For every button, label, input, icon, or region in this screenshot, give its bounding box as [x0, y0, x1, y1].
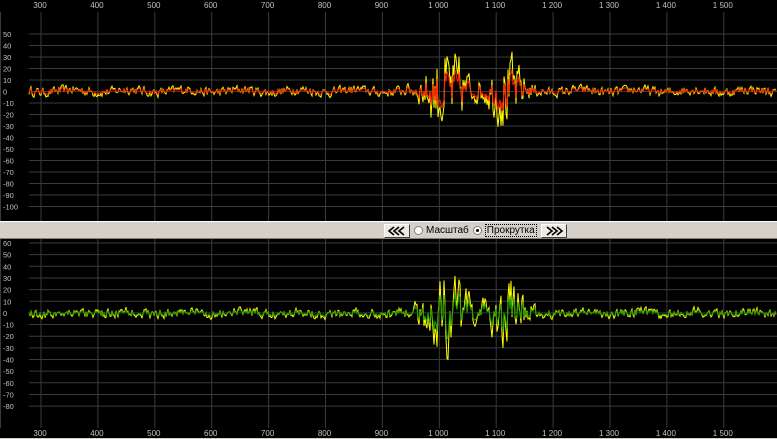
- y-tick-label: -60: [3, 157, 14, 166]
- y-tick-label: 40: [3, 42, 11, 51]
- x-tick-label: 1 200: [542, 1, 563, 10]
- y-tick-label: 60: [3, 239, 11, 248]
- x-tick-label: 1 000: [428, 429, 449, 438]
- x-tick-label: 900: [374, 429, 389, 438]
- y-tick-label: -90: [3, 191, 14, 200]
- x-tick-label: 300: [33, 1, 47, 10]
- bottom-signal-chart: 60 50 40 30 20 10 0 -10 -20 -30 -40 -50 -60 -70 -80: [3, 239, 777, 428]
- top-signal-plot[interactable]: 50 40 30 20 10 0 -10 -20 -30 -40 -50 -60 -70 -80 -90 -1…: [0, 12, 777, 221]
- y-tick-label: 10: [3, 76, 11, 85]
- y-tick-label: -100: [3, 203, 18, 212]
- x-tick-label: 800: [317, 1, 332, 10]
- x-tick-label: 600: [204, 1, 218, 10]
- x-tick-label: 900: [374, 1, 389, 10]
- y-tick-label: -30: [3, 344, 14, 353]
- y-tick-label: 30: [3, 53, 11, 62]
- scroll-mode-label[interactable]: Прокрутка: [484, 224, 537, 237]
- x-tick-label: 1 300: [598, 1, 620, 10]
- grid-lines: 50 40 30 20 10 0 -10 -20 -30 -40 -50 -60 -70 -80 -90 -1…: [3, 12, 777, 221]
- bottom-signal-plot[interactable]: 60 50 40 30 20 10 0 -10 -20 -30 -40 -50 -60 -70 -80: [0, 239, 777, 428]
- scroll-mode-radio[interactable]: [472, 226, 482, 235]
- y-tick-label: -20: [3, 332, 14, 341]
- x-tick-label: 1 500: [712, 1, 733, 10]
- y-tick-label: 20: [3, 286, 11, 295]
- x-tick-label: 500: [147, 1, 161, 10]
- y-tick-label: 50: [3, 30, 11, 39]
- y-tick-label: -40: [3, 356, 14, 365]
- x-tick-label: 1 500: [712, 429, 733, 438]
- double-chevron-left-icon: [387, 225, 405, 236]
- bottom-x-axis: 300 400 500 600 700 800 900 1 000 1 100 1 200 1 30…: [0, 428, 777, 438]
- y-tick-label: -80: [3, 402, 14, 411]
- x-tick-label: 1 400: [655, 1, 676, 10]
- y-tick-label: 20: [3, 65, 11, 74]
- y-tick-label: -80: [3, 180, 14, 189]
- y-tick-label: 10: [3, 297, 11, 306]
- x-tick-label: 500: [147, 429, 161, 438]
- scroll-left-button[interactable]: [384, 223, 410, 238]
- x-tick-label: 1 200: [542, 429, 563, 438]
- grid-lines: 60 50 40 30 20 10 0 -10 -20 -30 -40 -50 -60 -70 -80: [3, 239, 777, 428]
- y-tick-label: -10: [3, 321, 14, 330]
- x-tick-label: 800: [317, 429, 332, 438]
- y-tick-label: 30: [3, 274, 11, 283]
- y-tick-label: -40: [3, 134, 14, 143]
- y-tick-label: -70: [3, 390, 14, 399]
- plot-control-bar: Масштаб Прокрутка: [0, 221, 777, 239]
- x-tick-label: 1 100: [485, 429, 506, 438]
- y-tick-label: -30: [3, 122, 14, 131]
- y-tick-label: -50: [3, 367, 14, 376]
- y-tick-label: 40: [3, 262, 11, 271]
- y-tick-label: 0: [3, 309, 7, 318]
- y-tick-label: -20: [3, 111, 14, 120]
- y-tick-label: 50: [3, 251, 11, 260]
- x-tick-label: 400: [90, 1, 104, 10]
- x-tick-label: 400: [90, 429, 104, 438]
- y-tick-label: -70: [3, 168, 14, 177]
- top-signal-chart: 50 40 30 20 10 0 -10 -20 -30 -40 -50 -60 -70 -80 -90 -1…: [3, 12, 777, 221]
- raw-signal-line: [28, 51, 777, 127]
- scroll-right-button[interactable]: [540, 223, 567, 238]
- x-tick-label: 700: [260, 1, 275, 10]
- x-tick-label: 600: [204, 429, 218, 438]
- filtered-signal-line: [28, 292, 777, 339]
- x-tick-label: 1 000: [428, 1, 449, 10]
- y-tick-label: -10: [3, 99, 14, 108]
- x-tick-label: 1 400: [655, 429, 676, 438]
- y-tick-label: -60: [3, 379, 14, 388]
- double-chevron-right-icon: [546, 225, 563, 236]
- zoom-mode-radio[interactable]: [414, 226, 423, 235]
- zoom-mode-label[interactable]: Масштаб: [426, 225, 469, 236]
- y-tick-label: 0: [3, 88, 7, 97]
- filtered-signal-line: [28, 68, 777, 111]
- x-tick-label: 300: [33, 429, 47, 438]
- x-tick-label: 1 300: [598, 429, 620, 438]
- x-tick-label: 1 100: [485, 1, 506, 10]
- raw-signal-line: [28, 275, 777, 360]
- y-tick-label: -50: [3, 145, 14, 154]
- x-tick-label: 700: [260, 429, 275, 438]
- top-x-axis: 300 400 500 600 700 800 900 1 000 1 100 1 200 1 30…: [0, 0, 777, 12]
